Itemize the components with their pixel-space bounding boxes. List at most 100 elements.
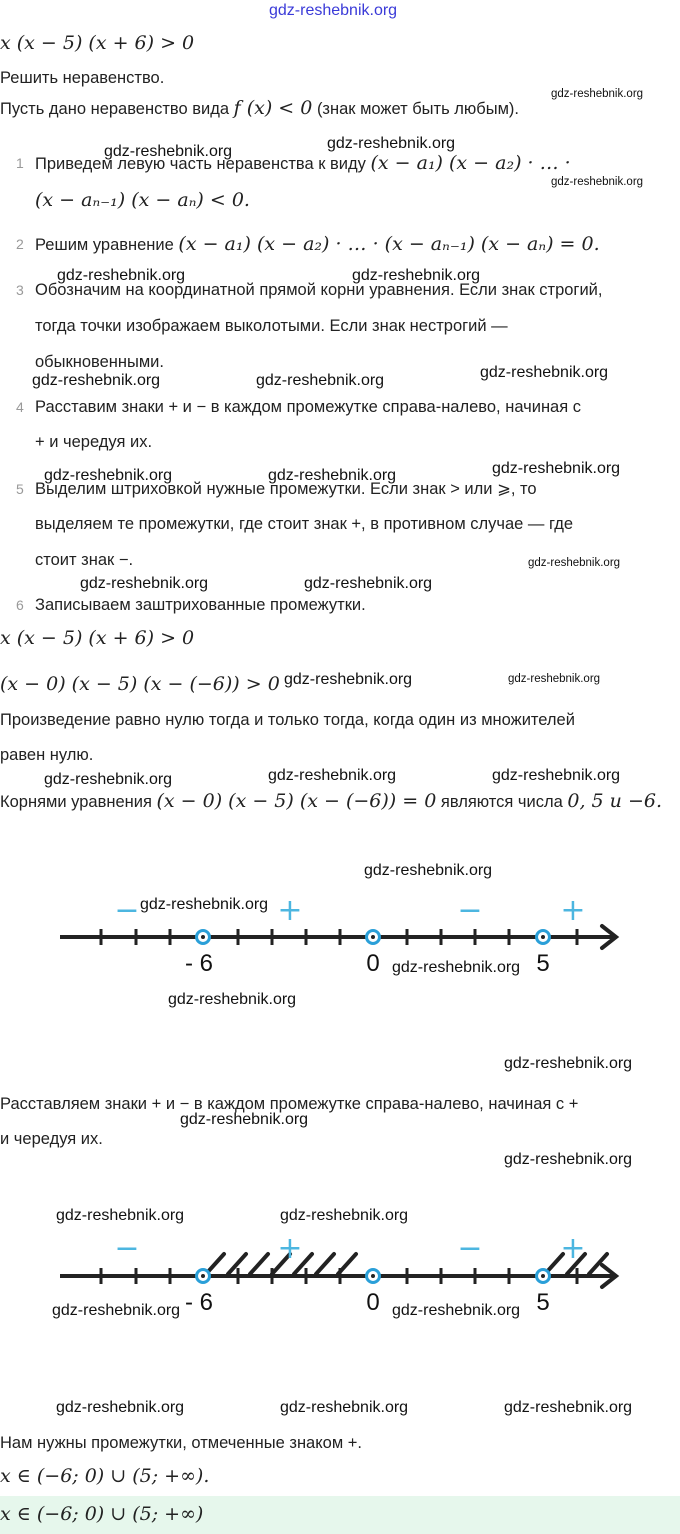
watermark: gdz-reshebnik.org (551, 176, 644, 188)
root-point-center (541, 1274, 545, 1278)
hatch-stroke (292, 1252, 314, 1276)
intro-formula: f (x) < 0 (233, 97, 313, 119)
watermark: gdz-reshebnik.org (268, 767, 397, 784)
step-text: Приведем левую часть неравенства к виду (35, 155, 366, 173)
roots-after: являются числа (440, 793, 563, 811)
intro-after: (знак может быть любым). (316, 100, 520, 118)
point-label: 5 (536, 1289, 549, 1316)
answer-highlight (0, 1496, 680, 1534)
watermark: gdz-reshebnik.org (364, 862, 493, 879)
watermark: gdz-reshebnik.org (280, 1207, 409, 1224)
step-formula: (x − a₁) (x − a₂) · … · (370, 152, 571, 174)
root-point-center (201, 1274, 205, 1278)
watermark: gdz-reshebnik.org (44, 771, 173, 788)
sign-label: − (457, 1231, 482, 1266)
watermark: gdz-reshebnik.org (80, 575, 209, 592)
paragraph-line: Нам нужны промежутки, отмеченные знаком … (0, 1434, 362, 1452)
problem-formula: x (x − 5) (x + 6) > 0 (0, 32, 195, 54)
answer-line: x ∈ (−6; 0) ∪ (5; +∞). (0, 1465, 210, 1487)
watermark: gdz-reshebnik.org (180, 1111, 309, 1128)
task-text: Решить неравенство. (0, 69, 165, 87)
roots-values: 0, 5 и −6. (567, 790, 663, 812)
root-point-center (541, 935, 545, 939)
watermark: gdz-reshebnik.org (528, 557, 621, 569)
final-answer: x ∈ (−6; 0) ∪ (5; +∞) (0, 1503, 204, 1525)
hatch-stroke (248, 1252, 270, 1276)
point-label: - 6 (185, 950, 213, 977)
hatch-stroke (314, 1252, 336, 1276)
watermark: gdz-reshebnik.org (508, 673, 601, 685)
watermark: gdz-reshebnik.org (504, 1055, 633, 1072)
hatch-stroke (270, 1252, 292, 1276)
watermark: gdz-reshebnik.org (504, 1151, 633, 1168)
watermark: gdz-reshebnik.org (32, 372, 161, 389)
hatch-stroke (336, 1252, 358, 1276)
watermark: gdz-reshebnik.org (104, 143, 233, 160)
sign-label: − (114, 893, 139, 928)
step-5-line: стоит знак −. (35, 551, 134, 569)
watermark: gdz-reshebnik.org (280, 1399, 409, 1416)
hatch-stroke (226, 1252, 248, 1276)
watermark: gdz-reshebnik.org (304, 575, 433, 592)
watermark: gdz-reshebnik.org (256, 372, 385, 389)
watermark: gdz-reshebnik.org (268, 467, 397, 484)
step-3-line: Обозначим на координатной прямой корни у… (35, 281, 603, 299)
root-point-center (371, 935, 375, 939)
hatch-stroke (204, 1252, 226, 1276)
step-number: 4 (16, 399, 24, 415)
hatch-stroke (565, 1252, 587, 1276)
solution-formula-1: x (x − 5) (x + 6) > 0 (0, 627, 195, 649)
step-number: 2 (16, 236, 24, 252)
step-3-line: тогда точки изображаем выколотыми. Если … (35, 317, 508, 335)
sign-label: − (114, 1231, 139, 1266)
step-6-line: Записываем заштрихованные промежутки. (35, 596, 366, 614)
step-1: Приведем левую часть неравенства к виду … (35, 151, 571, 176)
watermark: gdz-reshebnik.org (56, 1207, 185, 1224)
step-2: Решим уравнение (x − a₁) (x − a₂) · … · … (35, 232, 600, 257)
step-text: Решим уравнение (35, 236, 174, 254)
watermark: gdz-reshebnik.org (140, 896, 269, 913)
sign-label: + (560, 893, 585, 928)
step-1-formula: (x − aₙ₋₁) (x − aₙ) < 0. (35, 189, 250, 211)
axis-arrow (600, 1263, 620, 1289)
intro-text: Пусть дано неравенство вида f (x) < 0 (з… (0, 96, 519, 121)
roots-text: Корнями уравнения (x − 0) (x − 5) (x − (… (0, 789, 662, 814)
sign-label: + (560, 1231, 585, 1266)
point-label: 0 (366, 1289, 379, 1316)
paragraph-line: Расставляем знаки + и − в каждом промежу… (0, 1095, 579, 1113)
paragraph-line: и чередуя их. (0, 1130, 103, 1148)
number-line-shaded: - 6 0 5 − + − + (60, 1231, 620, 1316)
watermark: gdz-reshebnik.org (327, 135, 456, 152)
watermark: gdz-reshebnik.org (57, 267, 186, 284)
watermark: gdz-reshebnik.org (480, 364, 609, 381)
solution-formula-2: (x − 0) (x − 5) (x − (−6)) > 0 (0, 673, 280, 695)
paragraph-line: равен нулю. (0, 746, 94, 764)
sign-label: + (277, 893, 302, 928)
paragraph-line: Произведение равно нулю тогда и только т… (0, 711, 575, 729)
watermark: gdz-reshebnik.org (52, 1302, 181, 1319)
step-number: 6 (16, 597, 24, 613)
sign-label: − (457, 893, 482, 928)
intro-before: Пусть дано неравенство вида (0, 100, 230, 118)
watermark: gdz-reshebnik.org (392, 1302, 521, 1319)
watermark: gdz-reshebnik.org (504, 1399, 633, 1416)
watermark: gdz-reshebnik.org (56, 1399, 185, 1416)
step-3-line: обыкновенными. (35, 353, 164, 371)
step-5-line: выделяем те промежутки, где стоит знак +… (35, 515, 574, 533)
root-point-center (201, 935, 205, 939)
step-5-line: Выделим штриховкой нужные промежутки. Ес… (35, 480, 537, 498)
watermark: gdz-reshebnik.org (284, 671, 413, 688)
step-4-line: Расставим знаки + и − в каждом промежутк… (35, 398, 582, 416)
point-label: 0 (366, 950, 379, 977)
step-number: 5 (16, 481, 24, 497)
hatch-stroke (587, 1252, 609, 1276)
step-number: 3 (16, 282, 24, 298)
point-label: 5 (536, 950, 549, 977)
step-number: 1 (16, 155, 24, 171)
roots-before: Корнями уравнения (0, 793, 152, 811)
sign-label: + (277, 1231, 302, 1266)
watermark: gdz-reshebnik.org (492, 460, 621, 477)
roots-formula: (x − 0) (x − 5) (x − (−6)) = 0 (156, 790, 437, 812)
step-formula: (x − a₁) (x − a₂) · … · (x − aₙ₋₁) (x − … (178, 233, 600, 255)
